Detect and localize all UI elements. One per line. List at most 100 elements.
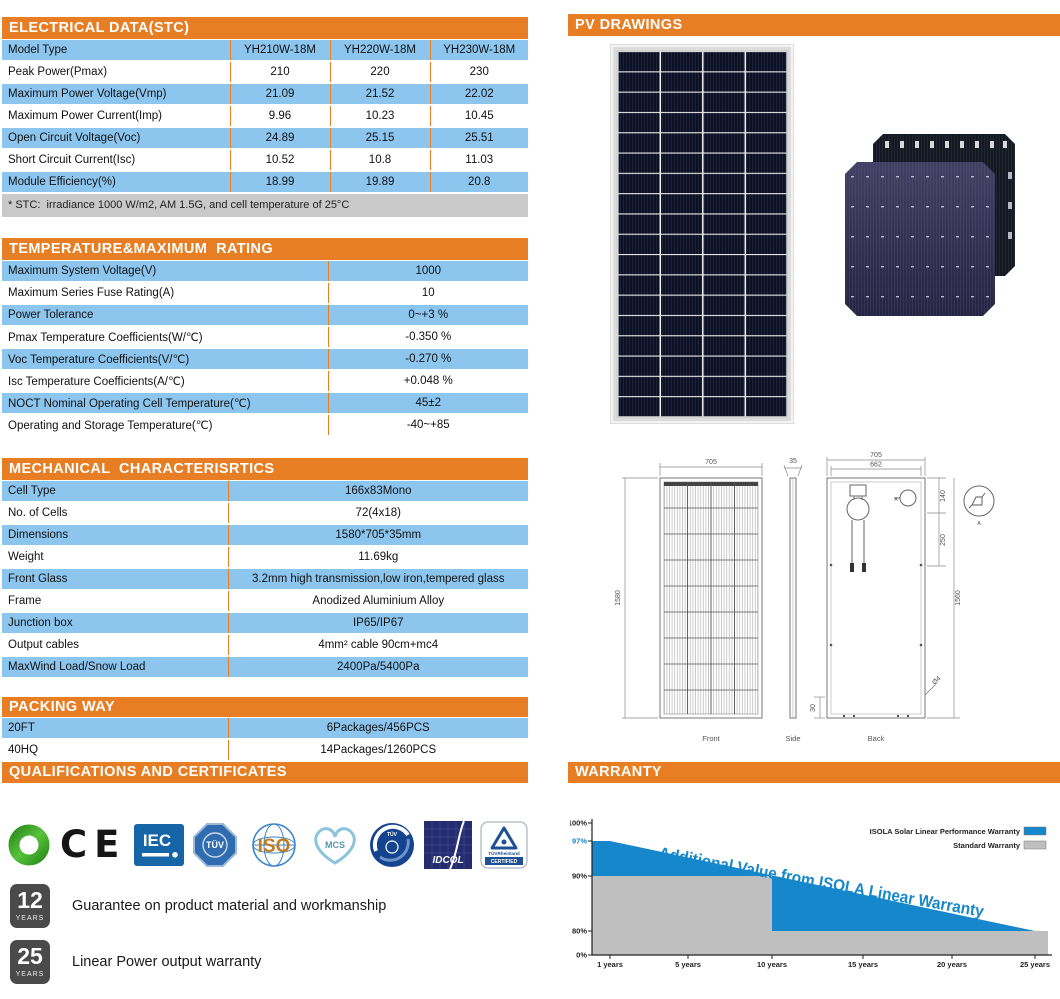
table-cell: Frame <box>2 590 228 613</box>
table-cell: 210 <box>229 61 330 84</box>
svg-text:90%: 90% <box>572 872 587 881</box>
table-row: Junction box IP65/IP67 <box>2 612 528 635</box>
table-cell: 2400Pa/5400Pa <box>227 656 528 679</box>
table-cell: 40HQ <box>2 739 228 762</box>
table-row: Maximum Power Voltage(Vmp) 21.09 21.52 22.0… <box>2 83 528 106</box>
table-cell: MaxWind Load/Snow Load <box>2 656 228 679</box>
table-cell: Dimensions <box>2 524 228 547</box>
front-solar-cell <box>845 162 995 316</box>
table-row: Cell Type 166x83Mono <box>2 481 528 503</box>
table-cell: 72(4x18) <box>227 502 528 525</box>
svg-text:15 years: 15 years <box>848 960 878 969</box>
packing-table: 20FT 6Packages/456PCS 40HQ 14Packages/1260P… <box>2 718 528 762</box>
table-cell: 10.45 <box>429 105 528 128</box>
years-badge-25: 25 YEARS <box>10 940 50 984</box>
table-cell: +0.048 % <box>327 370 528 393</box>
table-cell: Front Glass <box>2 568 228 591</box>
side-view <box>789 477 797 719</box>
stc-footnote: * STC: irradiance 1000 W/m2, AM 1.5G, an… <box>2 194 528 217</box>
table-cell: 10.52 <box>229 149 330 172</box>
table-cell: 25.15 <box>329 127 430 150</box>
table-cell: Weight <box>2 546 228 569</box>
svg-text:1580: 1580 <box>615 590 622 606</box>
table-cell: Junction box <box>2 612 228 635</box>
svg-text:TÜVRheinland: TÜVRheinland <box>488 850 520 856</box>
table-row: Weight 11.69kg <box>2 546 528 569</box>
table-row: Voc Temperature Coefficients(V/℃) -0.270 … <box>2 348 528 371</box>
table-cell: -0.350 % <box>327 326 528 349</box>
table-cell: Isc Temperature Coefficients(A/℃) <box>2 370 328 393</box>
section-title: MECHANICAL CHARACTERISRTICS <box>9 461 275 477</box>
svg-text:5 years: 5 years <box>675 960 701 969</box>
table-cell: NOCT Nominal Operating Cell Temperature(… <box>2 392 328 415</box>
table-cell: 9.96 <box>229 105 330 128</box>
table-cell: Power Tolerance <box>2 304 328 327</box>
table-cell: 18.99 <box>229 171 330 194</box>
table-cell: 20.8 <box>429 171 528 194</box>
section-header-pv-drawings: PV DRAWINGS <box>568 14 1060 36</box>
table-cell: 220 <box>329 61 430 84</box>
table-cell: 11.03 <box>429 149 528 172</box>
table-cell: 1000 <box>327 261 528 283</box>
svg-text:705: 705 <box>705 459 717 466</box>
svg-text:CERTIFIED: CERTIFIED <box>491 859 518 865</box>
detail-circle <box>963 485 995 517</box>
table-cell: Maximum Series Fuse Rating(A) <box>2 282 328 305</box>
table-cell: 230 <box>429 61 528 84</box>
table-cell: IP65/IP67 <box>227 612 528 635</box>
table-row: No. of Cells 72(4x18) <box>2 502 528 525</box>
table-row: Peak Power(Pmax) 210 220 230 <box>2 61 528 84</box>
table-cell: Peak Power(Pmax) <box>2 61 230 84</box>
table-row: 20FT 6Packages/456PCS <box>2 718 528 740</box>
tuv-octagon-logo: TÜV <box>193 823 238 867</box>
table-cell: Short Circuit Current(Isc) <box>2 149 230 172</box>
table-cell: Maximum Power Voltage(Vmp) <box>2 83 230 106</box>
mechanical-table: Cell Type 166x83Mono No. of Cells 72(4x18) D… <box>2 481 528 679</box>
warranty-note-text: Linear Power output warranty <box>72 954 262 970</box>
mcs-logo: MCS <box>314 827 356 865</box>
svg-text:Ø4: Ø4 <box>931 675 943 687</box>
table-cell: 14Packages/1260PCS <box>227 739 528 762</box>
tuv-rheinland-logo: TÜVRheinland CERTIFIED <box>480 821 528 869</box>
svg-text:10 years: 10 years <box>757 960 787 969</box>
section-header-temperature: TEMPERATURE&MAXIMUM RATING <box>2 238 528 260</box>
table-cell: Anodized Aluminium Alloy <box>227 590 528 613</box>
certificate-logo-row: CE IEC TÜV ISO MCS TÜV <box>6 812 528 878</box>
table-row: Output cables 4mm² cable 90cm+mc4 <box>2 634 528 657</box>
svg-text:A: A <box>977 521 981 527</box>
table-cell: 10.23 <box>329 105 430 128</box>
svg-text:A: A <box>894 497 898 503</box>
badge-years-unit: YEARS <box>15 971 45 978</box>
svg-text:1 years: 1 years <box>597 960 623 969</box>
section-header-electrical: ELECTRICAL DATA(STC) <box>2 17 528 39</box>
dimension-lines <box>622 457 960 719</box>
table-cell: Maximum System Voltage(V) <box>2 261 328 283</box>
table-cell: 20FT <box>2 718 228 740</box>
table-row: 40HQ 14Packages/1260PCS <box>2 739 528 762</box>
section-title: TEMPERATURE&MAXIMUM RATING <box>9 241 273 257</box>
warranty-badge-row-12: 12 YEARS Guarantee on product material a… <box>10 884 386 928</box>
table-row: Maximum Power Current(Imp) 9.96 10.23 10.45 <box>2 105 528 128</box>
svg-text:0%: 0% <box>576 951 587 960</box>
table-cell: Model Type <box>2 40 230 62</box>
warranty-chart: 100% 97% 90% 80% 0% 1 years 5 years 10 y… <box>570 819 1052 969</box>
table-cell: 45±2 <box>327 392 528 415</box>
view-captions: Front Side Back <box>702 734 884 743</box>
iec-logo: IEC <box>134 824 185 866</box>
svg-text:Side: Side <box>785 734 800 743</box>
table-cell: Voc Temperature Coefficients(V/℃) <box>2 348 328 371</box>
table-row: Module Efficiency(%) 18.99 19.89 20.8 <box>2 171 528 194</box>
table-cell: 24.89 <box>229 127 330 150</box>
years-badge-12: 12 YEARS <box>10 884 50 928</box>
table-row: Frame Anodized Aluminium Alloy <box>2 590 528 613</box>
front-view <box>659 477 763 719</box>
table-cell: -0.270 % <box>327 348 528 371</box>
axis-ticks <box>588 822 1036 959</box>
idcol-logo: IDCOL <box>424 821 472 869</box>
badge-years-number: 25 <box>17 943 43 969</box>
table-cell: 6Packages/456PCS <box>227 718 528 740</box>
table-row: Model Type YH210W-18M YH220W-18M YH230W-18M <box>2 40 528 62</box>
x-axis-labels: 1 years 5 years 10 years 15 years 20 yea… <box>597 960 1050 969</box>
svg-text:MCS: MCS <box>325 840 345 850</box>
legend-swatch-blue <box>1023 826 1047 836</box>
